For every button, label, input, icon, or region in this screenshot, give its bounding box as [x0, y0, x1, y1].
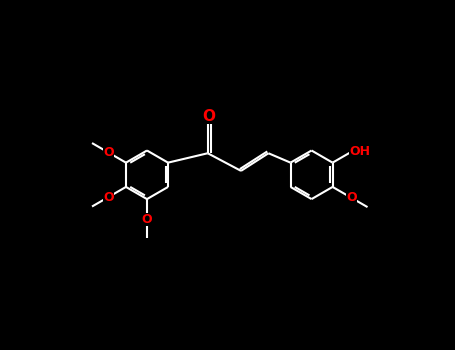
Text: O: O — [142, 213, 152, 226]
Text: O: O — [103, 191, 114, 204]
Text: O: O — [103, 146, 114, 159]
Text: O: O — [346, 191, 357, 204]
Text: O: O — [202, 108, 216, 124]
Text: OH: OH — [349, 145, 370, 158]
